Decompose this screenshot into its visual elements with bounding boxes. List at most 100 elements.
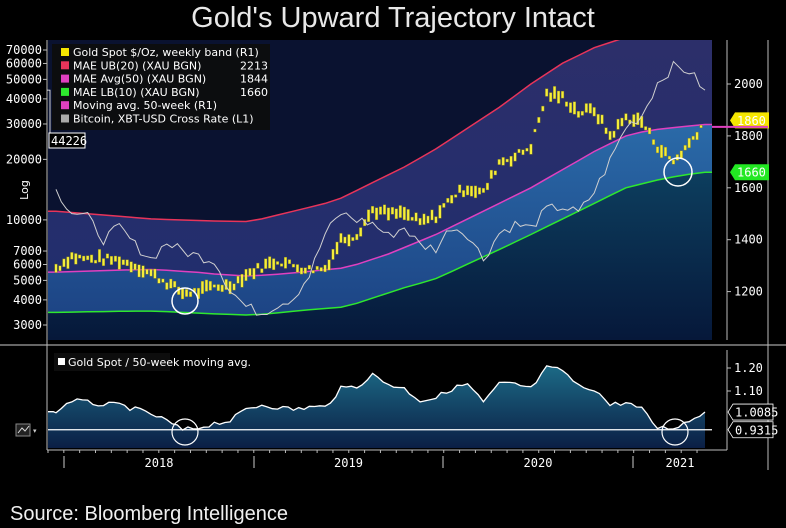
- chart-type-button[interactable]: ▾: [15, 423, 37, 437]
- gold-weekly-bar: [212, 284, 216, 288]
- ratio-circle-2021: [661, 418, 689, 446]
- gold-last-badge-shape: [730, 112, 769, 129]
- gold-weekly-bar: [295, 264, 299, 273]
- gold-weekly-bar: [161, 278, 165, 283]
- left-axis-tick-label: 30000: [6, 117, 42, 131]
- gold-weekly-bar: [545, 88, 549, 97]
- gold-weekly-bar: [553, 86, 557, 100]
- gold-weekly-bar: [264, 258, 268, 269]
- gold-weekly-bar: [327, 259, 331, 271]
- gold-weekly-bar: [189, 291, 193, 297]
- gold-weekly-bar: [699, 124, 703, 128]
- gold-weekly-bar: [572, 101, 576, 115]
- lower-band-fill: [48, 172, 712, 340]
- left-axis-tick-label: 6000: [13, 257, 42, 271]
- legend-box: [52, 44, 270, 130]
- gold-weekly-bar: [576, 110, 580, 118]
- gold-weekly-bar: [442, 203, 446, 208]
- gold-weekly-bar: [636, 112, 640, 125]
- gold-weekly-bar: [394, 208, 398, 219]
- gold-weekly-bar: [664, 146, 668, 157]
- gold-weekly-bar: [82, 255, 86, 262]
- gold-weekly-bar: [141, 265, 145, 278]
- gold-weekly-bar: [533, 128, 537, 133]
- gold-weekly-bar: [129, 261, 133, 273]
- gold-weekly-bar: [501, 157, 505, 166]
- gold-weekly-bar: [671, 159, 675, 165]
- gold-weekly-bar: [458, 184, 462, 193]
- gold-weekly-bar: [695, 131, 699, 141]
- gold-weekly-bar: [485, 182, 489, 191]
- gold-weekly-bar: [236, 275, 240, 284]
- ratio-axis-tick-label: 1.10: [734, 384, 763, 398]
- gold-weekly-bar: [367, 209, 371, 222]
- gold-weekly-bar: [315, 266, 319, 270]
- gold-weekly-bar: [660, 144, 664, 158]
- ratio-line: [48, 365, 706, 431]
- gold-weekly-bar: [291, 263, 295, 268]
- gold-weekly-bar: [276, 261, 280, 265]
- ratio-min-badge-shape: [727, 421, 774, 439]
- lower-legend-swatch: [58, 358, 65, 365]
- gold-weekly-bar: [525, 148, 529, 152]
- legend-value: 1660: [240, 86, 268, 99]
- gold-weekly-bar: [509, 155, 513, 167]
- chart-title: Gold's Upward Trajectory Intact: [191, 2, 595, 34]
- x-axis-year-label: 2021: [666, 456, 695, 470]
- x-axis-year-label: 2018: [145, 456, 174, 470]
- gold-weekly-bar: [105, 253, 109, 259]
- gold-weekly-bar: [181, 287, 185, 300]
- gold-weekly-bar: [157, 278, 161, 284]
- legend-swatch: [61, 61, 69, 70]
- legend-value: 2213: [240, 59, 268, 72]
- gold-weekly-bar: [90, 254, 94, 263]
- gold-weekly-bar: [422, 213, 426, 225]
- bitcoin-last-badge-leader: [47, 89, 51, 133]
- right-axis-tick-label: 1400: [734, 233, 763, 247]
- gold-weekly-bar: [117, 256, 121, 270]
- gold-weekly-bar: [466, 185, 470, 196]
- gold-weekly-bar: [260, 268, 264, 274]
- gold-weekly-bar: [608, 130, 612, 140]
- right-axis-tick-label: 1800: [734, 129, 763, 143]
- gold-weekly-bar: [137, 264, 141, 278]
- gold-weekly-bar: [200, 281, 204, 295]
- right-axis-tick-label: 1600: [734, 181, 763, 195]
- lb-last-badge: 1660: [730, 164, 769, 181]
- gold-weekly-bar: [454, 194, 458, 198]
- gold-weekly-bar: [521, 149, 525, 155]
- bitcoin-last-badge: 44226: [47, 89, 87, 149]
- gold-weekly-bar: [232, 283, 236, 291]
- gold-weekly-bar: [541, 105, 545, 112]
- gold-weekly-bar: [319, 267, 323, 272]
- left-axis-tick-label: 10000: [6, 213, 42, 227]
- gold-weekly-bar: [489, 169, 493, 179]
- lb-last-badge-shape: [730, 164, 769, 181]
- gold-weekly-bar: [648, 127, 652, 135]
- gold-weekly-bar: [652, 139, 656, 145]
- gold-weekly-bar: [497, 159, 501, 165]
- legend-label: MAE UB(20) (XAU BGN): [73, 59, 201, 72]
- gold-weekly-bar: [390, 207, 394, 215]
- gold-weekly-bar: [481, 187, 485, 193]
- gold-weekly-bar: [410, 216, 414, 221]
- gold-weekly-bar: [667, 155, 671, 160]
- gold-weekly-bar: [446, 197, 450, 203]
- gold-weekly-bar: [561, 90, 565, 99]
- gold-weekly-bar: [284, 257, 288, 269]
- gold-weekly-bar: [632, 114, 636, 127]
- left-axis-tick-label: 5000: [13, 273, 42, 287]
- left-axis-tick-label: 3000: [13, 318, 42, 332]
- gold-weekly-bar: [113, 255, 117, 262]
- ratio-min-badge: 0.9315: [727, 421, 778, 439]
- gold-weekly-bar: [537, 117, 541, 124]
- gold-weekly-bar: [343, 236, 347, 244]
- ratio-min-badge-text: 0.9315: [735, 423, 778, 437]
- legend-swatch: [61, 87, 69, 96]
- gold-weekly-bar: [691, 135, 695, 140]
- left-axis-tick-label: 50000: [6, 72, 42, 86]
- left-axis-tick-label: 40000: [6, 92, 42, 106]
- gold-weekly-bar: [529, 143, 533, 155]
- gold-weekly-bar: [288, 259, 292, 264]
- bitcoin-line: [55, 60, 706, 316]
